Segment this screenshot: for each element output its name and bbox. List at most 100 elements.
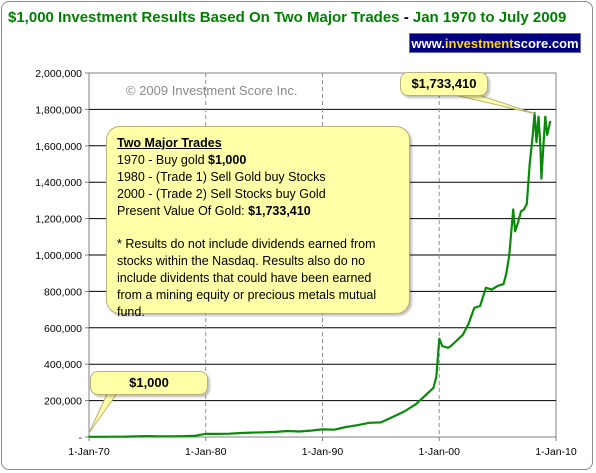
- data-point: [333, 428, 336, 431]
- data-point: [531, 135, 534, 138]
- data-point: [546, 134, 549, 136]
- data-point: [549, 120, 552, 123]
- title-separator: -: [399, 9, 413, 26]
- data-point: [216, 433, 219, 435]
- copyright-text: © 2009 Investment Score Inc.: [126, 83, 298, 98]
- data-point: [99, 435, 102, 438]
- note-line1-value: $1,000: [208, 153, 247, 167]
- data-point: [274, 431, 277, 433]
- data-point: [455, 339, 458, 342]
- data-point: [438, 337, 441, 340]
- data-point: [403, 410, 406, 413]
- data-point: [508, 254, 511, 256]
- data-point: [479, 305, 481, 307]
- data-point: [447, 346, 449, 349]
- data-point: [467, 323, 470, 326]
- data-point: [111, 435, 114, 438]
- data-point: [88, 435, 90, 438]
- y-tick-label: 1,000,000: [35, 250, 82, 262]
- data-point: [169, 435, 172, 438]
- data-point: [391, 416, 394, 418]
- data-point: [535, 141, 538, 144]
- y-tick-label: 1,200,000: [35, 214, 82, 226]
- y-tick-label: 400,000: [44, 359, 82, 371]
- data-point: [356, 424, 359, 427]
- data-point: [523, 208, 525, 211]
- y-tick-label: -: [79, 432, 83, 444]
- data-point: [540, 177, 543, 180]
- note-line4-value: $1,733,410: [248, 204, 311, 218]
- data-point: [193, 435, 196, 437]
- data-point: [528, 163, 531, 165]
- data-point: [544, 115, 547, 118]
- callout-end-value: $1,733,410: [400, 72, 488, 96]
- note-line-trade-1: 1980 - (Trade 1) Sell Gold buy Stocks: [117, 170, 326, 184]
- data-point: [345, 426, 347, 428]
- data-point: [251, 431, 254, 434]
- data-point: [525, 203, 528, 205]
- y-tick-label: 1,400,000: [35, 177, 82, 189]
- x-axis-ticks: 1-Jan-70 1-Jan-80 1-Jan-90 1-Jan-00 1-Jan-10: [68, 437, 577, 458]
- note-line4-text: Present Value Of Gold:: [117, 204, 249, 218]
- x-tick-label: 1-Jan-90: [302, 446, 344, 458]
- website-banner[interactable]: www.investmentscore.com: [409, 33, 581, 53]
- x-tick-label: 1-Jan-80: [185, 446, 227, 458]
- data-point: [263, 431, 265, 434]
- data-point: [368, 421, 371, 424]
- chart-title: $1,000 Investment Results Based On Two M…: [8, 9, 588, 26]
- y-tick-label: 600,000: [44, 323, 82, 335]
- y-axis-ticks: - 200,000 400,000 600,000 800,000 1,000,000 1,…: [35, 68, 89, 444]
- data-point: [520, 210, 522, 213]
- note-line-buy-gold: 1970 - Buy gold $1,000: [117, 152, 399, 169]
- data-point: [321, 428, 324, 431]
- series-points: [88, 112, 552, 438]
- data-point: [158, 435, 161, 438]
- note-heading: Two Major Trades: [117, 136, 222, 150]
- data-point: [435, 376, 438, 378]
- data-point: [485, 286, 487, 289]
- data-point: [228, 432, 231, 435]
- data-point: [298, 430, 300, 433]
- x-tick-label: 1-Jan-10: [535, 446, 577, 458]
- y-tick-label: 1,600,000: [35, 141, 82, 153]
- data-point: [450, 345, 452, 347]
- website-highlight: investment: [444, 36, 514, 51]
- data-point: [146, 435, 149, 437]
- series-line: [89, 111, 552, 438]
- note-line1-text: 1970 - Buy gold: [117, 153, 209, 167]
- x-tick-label: 1-Jan-70: [68, 446, 110, 458]
- title-main: $1,000 Investment Results Based On Two M…: [8, 9, 400, 26]
- data-point: [380, 421, 382, 424]
- data-point: [473, 306, 476, 309]
- y-tick-label: 200,000: [44, 396, 82, 408]
- data-point: [539, 144, 542, 147]
- data-point: [426, 392, 429, 395]
- data-point: [496, 285, 499, 287]
- y-tick-label: 2,000,000: [35, 68, 82, 80]
- data-point: [239, 432, 242, 434]
- data-point: [309, 429, 312, 432]
- data-point: [286, 430, 289, 432]
- y-tick-label: 1,800,000: [35, 104, 82, 116]
- data-point: [542, 144, 545, 147]
- data-point: [204, 432, 207, 435]
- data-point: [441, 345, 444, 347]
- data-point: [517, 221, 519, 224]
- note-disclaimer: * Results do not include dividends earne…: [117, 237, 377, 319]
- data-point: [134, 435, 137, 438]
- data-point: [505, 272, 508, 275]
- website-prefix: www.: [411, 36, 445, 51]
- y-tick-label: 800,000: [44, 286, 82, 298]
- data-point: [415, 403, 417, 406]
- data-point: [502, 283, 505, 285]
- data-point: [432, 387, 435, 389]
- data-point: [181, 435, 184, 438]
- note-line-present-value: Present Value Of Gold: $1,733,410: [117, 203, 399, 220]
- note-line-trade-2: 2000 - (Trade 2) Sell Stocks buy Gold: [117, 187, 326, 201]
- title-date-range: Jan 1970 to July 2009: [412, 9, 567, 26]
- data-point: [512, 208, 515, 211]
- website-suffix: score.com: [513, 36, 579, 51]
- data-point: [490, 288, 493, 291]
- data-point: [514, 230, 516, 233]
- callout-start-value: $1,000: [90, 371, 208, 395]
